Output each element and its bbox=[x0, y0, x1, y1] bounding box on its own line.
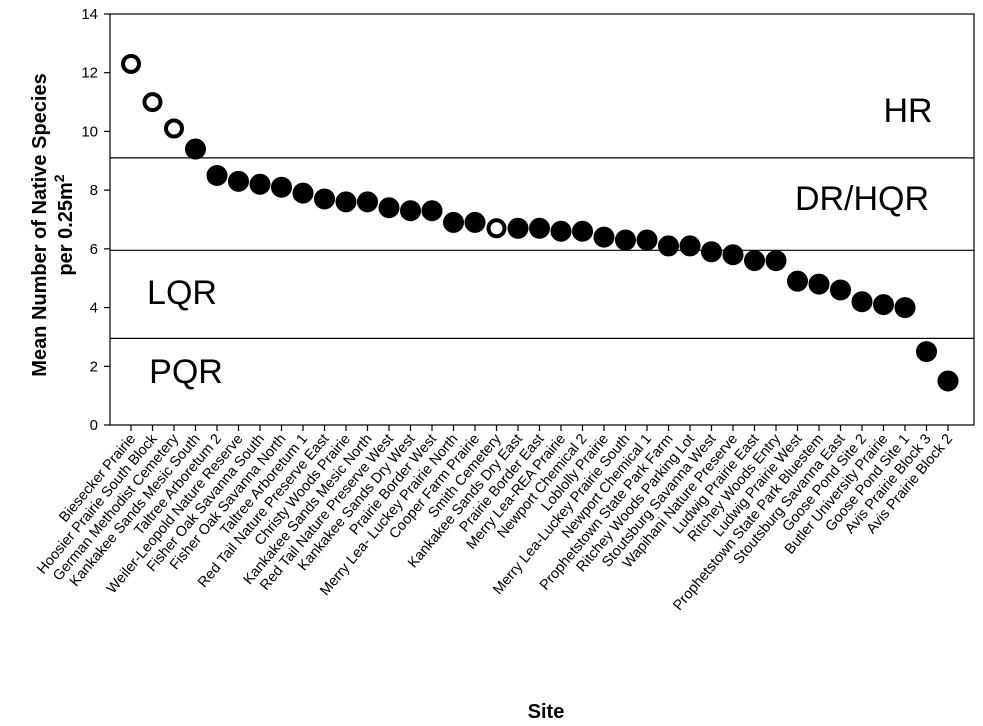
data-point bbox=[292, 182, 314, 204]
region-label: PQR bbox=[149, 353, 223, 391]
data-point bbox=[787, 270, 808, 292]
data-point bbox=[593, 226, 615, 248]
data-point bbox=[228, 170, 249, 192]
data-point bbox=[615, 229, 636, 251]
data-point bbox=[765, 250, 787, 272]
data-point bbox=[400, 200, 421, 222]
y-tick-label: 14 bbox=[81, 6, 98, 23]
y-tick-label: 10 bbox=[81, 123, 98, 140]
data-point bbox=[206, 164, 228, 186]
data-point bbox=[873, 294, 894, 316]
data-point bbox=[636, 229, 658, 251]
region-label: HR bbox=[883, 92, 932, 130]
y-axis-title: Mean Number of Native Species per 0.25m2 bbox=[29, 73, 77, 376]
data-point bbox=[744, 250, 765, 272]
data-point bbox=[572, 220, 593, 242]
data-point bbox=[830, 279, 851, 301]
region-label: DR/HQR bbox=[795, 180, 929, 218]
data-point bbox=[185, 138, 206, 160]
data-point bbox=[529, 217, 550, 239]
data-point bbox=[851, 291, 873, 313]
data-point bbox=[314, 188, 335, 210]
data-point-open bbox=[142, 92, 163, 113]
y-tick-label: 4 bbox=[90, 300, 98, 317]
y-tick-label: 2 bbox=[90, 358, 98, 375]
y-axis-title-line2: per 0.25m2 bbox=[51, 174, 77, 275]
data-point-open bbox=[486, 218, 507, 239]
x-axis-title: Site bbox=[528, 701, 565, 723]
y-axis-title-superscript: 2 bbox=[51, 174, 67, 182]
y-tick-label: 12 bbox=[81, 65, 98, 82]
data-point bbox=[249, 173, 271, 195]
data-point bbox=[443, 211, 464, 233]
data-point bbox=[550, 220, 572, 242]
data-point bbox=[722, 244, 744, 266]
data-point bbox=[357, 191, 378, 213]
data-point bbox=[464, 211, 486, 233]
data-point bbox=[335, 191, 357, 213]
y-tick-label: 0 bbox=[90, 417, 98, 434]
data-point bbox=[916, 341, 937, 363]
data-point bbox=[894, 297, 916, 319]
y-tick-label: 8 bbox=[90, 182, 98, 199]
data-point bbox=[378, 197, 400, 219]
data-point bbox=[271, 176, 292, 198]
y-axis-title-line2-text: per 0.25m bbox=[55, 182, 77, 275]
data-point bbox=[679, 235, 701, 257]
data-point bbox=[507, 217, 529, 239]
data-point bbox=[701, 241, 722, 263]
data-point-open bbox=[164, 118, 184, 139]
y-tick-label: 6 bbox=[90, 241, 98, 258]
data-point bbox=[658, 235, 679, 257]
data-point-open bbox=[121, 53, 141, 74]
data-point bbox=[808, 273, 830, 295]
y-axis-title-line1: Mean Number of Native Species bbox=[29, 73, 51, 376]
data-point bbox=[937, 370, 959, 392]
data-point bbox=[421, 200, 443, 222]
region-label: LQR bbox=[147, 274, 217, 312]
plot-frame bbox=[109, 13, 975, 426]
